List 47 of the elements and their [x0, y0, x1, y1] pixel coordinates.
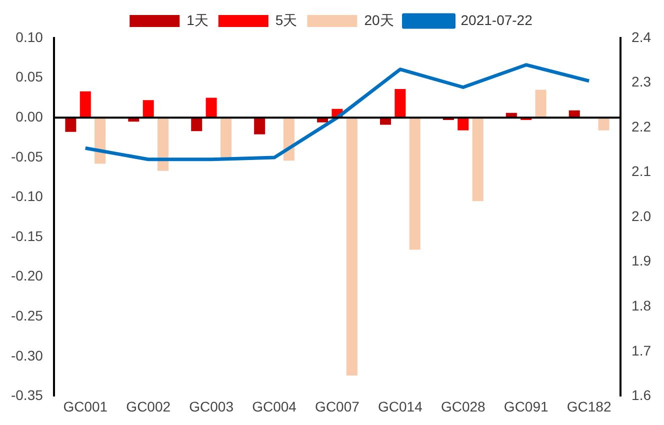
y2-tick-label: 1.9: [632, 252, 652, 269]
y2-tick-label: 1.7: [632, 342, 652, 358]
bar: [158, 118, 169, 171]
bar: [598, 118, 610, 130]
y-tick-label: -0.05: [10, 148, 44, 164]
x-tick-label: GC004: [252, 398, 297, 414]
y2-tick-label: 2.1: [632, 163, 652, 180]
y-tick-label: -0.25: [10, 307, 44, 324]
bar: [458, 118, 469, 130]
bar: [191, 118, 202, 132]
legend-label: 20天: [364, 12, 394, 28]
bar: [346, 118, 358, 376]
x-tick-label: GC014: [378, 398, 423, 414]
bar: [206, 98, 217, 118]
y-tick-label: -0.35: [10, 387, 44, 404]
legend-label: 2021-07-22: [460, 12, 533, 28]
bar: [535, 90, 546, 118]
y2-tick-label: 2.0: [632, 208, 652, 224]
y-tick-label: 0.05: [16, 68, 44, 85]
bar: [409, 118, 420, 250]
legend-label: 5天: [275, 12, 298, 28]
y-tick-label: 0.00: [16, 108, 44, 124]
y2-tick-label: 2.4: [632, 28, 652, 45]
bar: [65, 118, 76, 132]
x-tick-label: GC091: [504, 398, 548, 414]
y2-tick-label: 2.2: [632, 118, 652, 134]
x-tick-label: GC001: [63, 398, 108, 414]
bar: [142, 100, 154, 118]
y-tick-label: -0.10: [10, 188, 44, 204]
x-tick-label: GC007: [315, 398, 360, 414]
y-tick-label: 0.10: [16, 28, 44, 45]
bar: [394, 88, 406, 118]
x-tick-label: GC028: [440, 398, 486, 414]
bar: [80, 91, 91, 118]
bar: [254, 118, 266, 134]
bar: [472, 118, 484, 202]
legend-label: 1天: [186, 12, 208, 28]
y2-tick-label: 1.8: [632, 298, 652, 314]
y2-tick-label: 1.6: [632, 387, 652, 404]
y2-tick-label: 2.3: [632, 74, 652, 90]
x-tick-label: GC002: [126, 398, 171, 414]
x-tick-label: GC003: [189, 398, 234, 414]
bar: [220, 118, 232, 158]
y-tick-label: -0.30: [10, 347, 44, 364]
y-tick-label: -0.20: [10, 268, 44, 284]
x-tick-label: GC182: [566, 398, 612, 414]
y-tick-label: -0.15: [10, 228, 44, 244]
